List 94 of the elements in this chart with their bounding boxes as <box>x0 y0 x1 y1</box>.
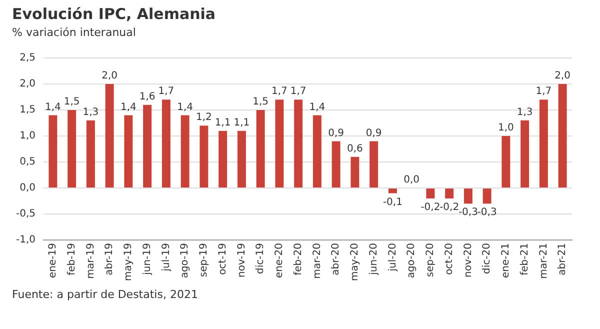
bar <box>539 100 548 188</box>
chart-subtitle: % variación interanual <box>12 26 136 39</box>
x-tick-label: abr-21 <box>557 243 568 276</box>
bar <box>105 84 114 188</box>
x-tick-label: feb-21 <box>519 243 530 276</box>
y-tick-label: 1,0 <box>20 130 36 142</box>
data-label: 1,4 <box>309 102 326 113</box>
data-label: 1,2 <box>196 112 212 124</box>
data-label: 0,0 <box>404 174 420 186</box>
y-tick-label: 1,5 <box>20 104 36 116</box>
x-tick-label: ene-20 <box>274 243 286 278</box>
bar <box>312 115 322 188</box>
data-label: 0,9 <box>328 128 344 139</box>
bar <box>218 130 228 188</box>
data-label: 1,0 <box>498 122 514 134</box>
data-label: -0,3 <box>458 207 478 218</box>
bar <box>237 130 246 188</box>
bar <box>200 126 208 188</box>
data-label: -0,2 <box>420 202 440 214</box>
bar <box>482 188 492 204</box>
data-label: 1,4 <box>44 102 61 113</box>
bar <box>294 100 303 188</box>
y-tick-label: 0,0 <box>20 182 36 194</box>
chart-title: Evolución IPC, Alemania <box>12 5 216 23</box>
bar <box>445 188 454 198</box>
bar <box>68 110 76 188</box>
bar <box>332 141 340 188</box>
x-tick-label: ago-19 <box>180 243 191 278</box>
data-label: -0,2 <box>440 202 460 214</box>
data-label: -0,3 <box>477 207 497 218</box>
bar <box>370 141 378 188</box>
bar <box>143 104 152 188</box>
bar <box>464 188 472 204</box>
x-tick-label: mar-21 <box>538 243 550 279</box>
x-tick-label: ago-20 <box>406 243 418 278</box>
x-tick-label: dic-19 <box>255 243 266 274</box>
x-tick-label: jun-19 <box>142 243 153 276</box>
x-tick-label: may-19 <box>123 243 134 282</box>
bar <box>502 136 510 188</box>
x-tick-label: nov-20 <box>462 243 474 278</box>
x-tick-label: jul-20 <box>387 243 398 272</box>
y-tick-label: 2,5 <box>20 52 36 64</box>
x-tick-label: dic-20 <box>482 243 493 274</box>
x-tick-label: feb-20 <box>292 243 304 276</box>
data-label: 1,6 <box>139 91 156 102</box>
data-label: 1,7 <box>271 86 288 98</box>
bar <box>124 115 133 188</box>
x-tick-label: oct-20 <box>444 243 455 275</box>
bar <box>275 100 284 188</box>
data-label: 1,5 <box>64 96 80 108</box>
bar <box>162 100 170 188</box>
bar <box>350 156 360 188</box>
x-tick-label: ene-19 <box>48 243 59 278</box>
bar <box>180 115 190 188</box>
x-tick-label: nov-19 <box>236 243 248 278</box>
x-tick-label: oct-19 <box>217 243 228 275</box>
bar <box>48 115 58 188</box>
data-label: 1,1 <box>234 117 250 128</box>
bar <box>388 188 397 194</box>
data-label: 0,9 <box>366 128 382 139</box>
data-label: 1,7 <box>158 86 174 98</box>
data-label: 2,0 <box>102 70 118 82</box>
y-tick-label: -1,0 <box>16 234 36 246</box>
data-label: 1,7 <box>536 86 552 98</box>
y-tick-label: 2,0 <box>20 78 36 90</box>
bar <box>426 188 435 198</box>
data-label: 0,6 <box>346 143 363 154</box>
data-label: 1,1 <box>214 117 231 128</box>
data-label: 1,3 <box>82 107 99 118</box>
x-tick-label: jul-19 <box>160 243 172 272</box>
bar <box>86 120 95 188</box>
data-label: 1,4 <box>177 102 194 113</box>
x-tick-label: mar-20 <box>312 243 323 279</box>
data-label: 1,7 <box>290 86 306 98</box>
y-tick-label: 0,5 <box>20 156 36 168</box>
data-label: 1,5 <box>252 96 269 108</box>
x-tick-label: jun-20 <box>368 243 380 276</box>
data-label: 1,4 <box>120 102 136 113</box>
x-tick-label: feb-19 <box>66 243 78 276</box>
bar <box>558 84 567 188</box>
x-tick-label: mar-19 <box>85 243 96 279</box>
bar <box>520 120 530 188</box>
source-note: Fuente: a partir de Destatis, 2021 <box>12 288 198 301</box>
x-tick-label: abr-20 <box>330 243 342 276</box>
x-tick-label: abr-19 <box>104 243 116 276</box>
x-tick-label: sep-19 <box>198 243 210 278</box>
bar <box>256 110 265 188</box>
data-label: 1,3 <box>516 107 533 118</box>
data-label: -0,1 <box>382 196 402 208</box>
x-tick-label: may-20 <box>350 243 361 282</box>
data-label: 2,0 <box>554 70 571 82</box>
y-tick-label: -0,5 <box>16 208 36 220</box>
x-tick-label: sep-20 <box>425 243 436 278</box>
x-tick-label: ene-21 <box>500 243 512 278</box>
